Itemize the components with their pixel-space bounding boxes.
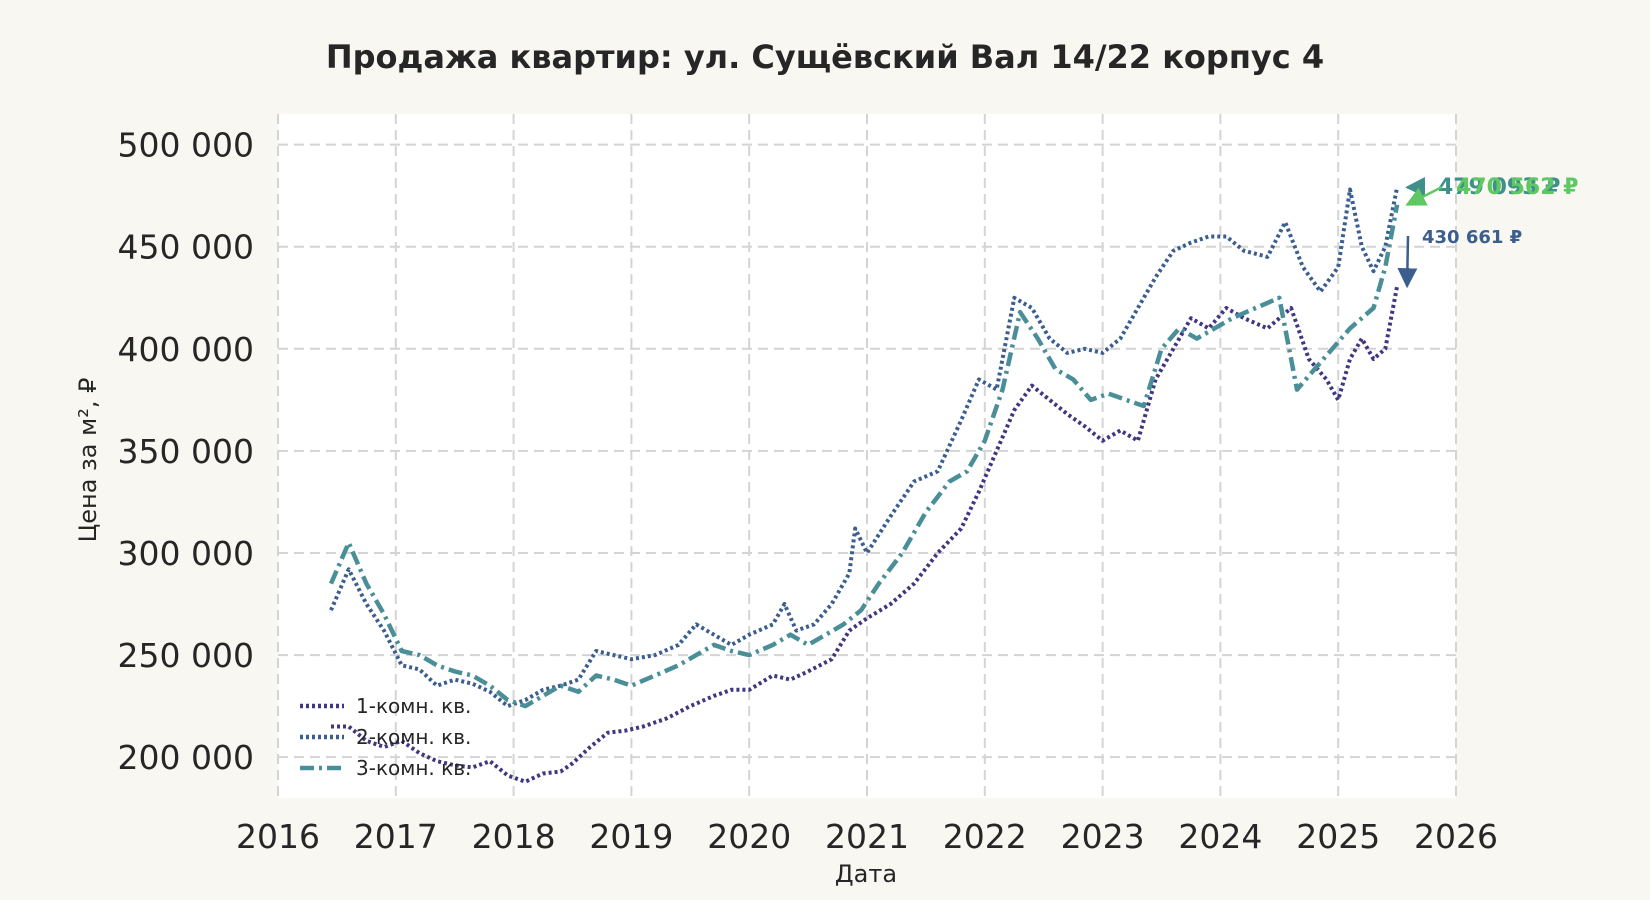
series-line-3 [328,204,1400,709]
y-axis-label: Цена за м², ₽ [74,378,102,543]
y-tick-label: 350 000 [118,432,254,471]
x-tick-label: 2018 [472,817,556,856]
x-tick-labels: 2016 2017 2018 2019 2020 2021 2022 2023 2024 2025… [236,817,1498,856]
annotation-arrow [1397,235,1418,289]
y-tick-label: 500 000 [118,126,254,165]
annotations: 479 093 ₽470 562 ₽ 430 661 ₽ [1397,175,1578,289]
y-tick-label: 300 000 [118,534,254,573]
x-tick-label: 2022 [943,817,1027,856]
x-axis-label: Дата [835,860,897,888]
x-tick-label: 2020 [707,817,791,856]
x-tick-label: 2025 [1296,817,1380,856]
series-layer [328,186,1400,784]
y-tick-label: 250 000 [118,636,254,675]
x-tick-label: 2021 [825,817,909,856]
chart-title: Продажа квартир: ул. Сущёвский Вал 14/22… [326,38,1324,76]
annotation-label: 430 661 ₽ [1422,227,1522,248]
legend-label: 1-комн. кв. [356,694,471,718]
x-tick-label: 2017 [354,817,438,856]
legend: 1-комн. кв. 2-комн. кв. 3-комн. кв. [300,694,471,780]
annotation-label: 479 093 ₽ [1438,175,1560,200]
y-tick-label: 400 000 [118,330,254,369]
y-tick-labels: 200 000 250 000 300 000 350 000 400 000 450 0… [118,126,254,778]
legend-label: 3-комн. кв. [356,756,471,780]
annotation-label: 470 562 ₽ [1456,175,1578,200]
x-tick-label: 2016 [236,817,320,856]
x-tick-label: 2023 [1061,817,1145,856]
x-tick-label: 2024 [1178,817,1262,856]
legend-label: 2-комн. кв. [356,725,471,749]
y-tick-label: 200 000 [118,738,254,777]
x-tick-label: 2019 [589,817,673,856]
series-line-1 [331,285,1400,784]
x-tick-label: 2026 [1414,817,1498,856]
y-tick-label: 450 000 [118,228,254,267]
grid [277,114,1457,798]
series-line-2 [329,186,1400,709]
annotation-arrow [1405,185,1443,206]
